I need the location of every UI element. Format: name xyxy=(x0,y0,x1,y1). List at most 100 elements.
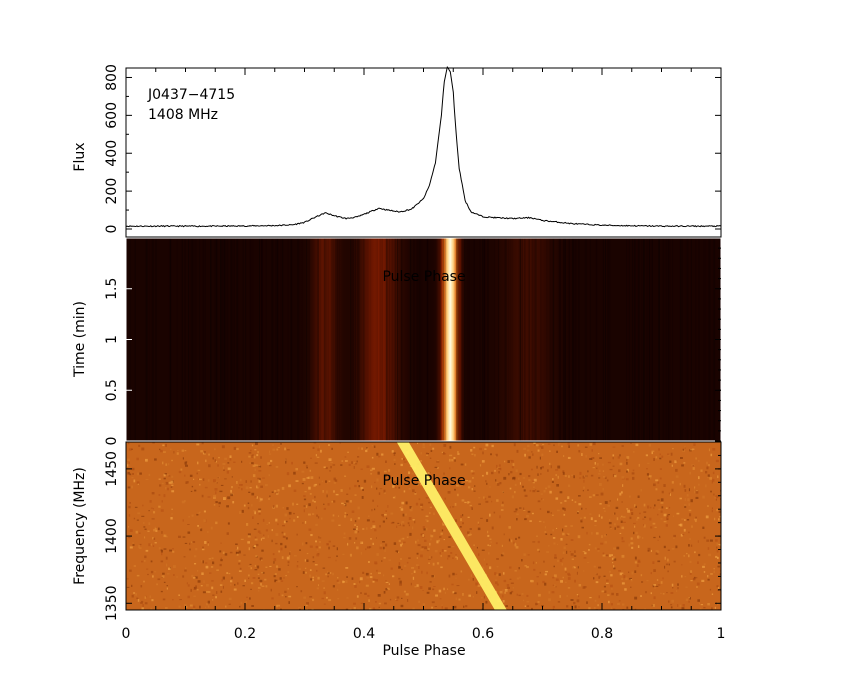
noise-speck xyxy=(671,599,674,603)
noise-speck xyxy=(303,461,306,464)
noise-speck xyxy=(552,529,554,532)
time-phase-streak xyxy=(552,238,554,441)
noise-speck xyxy=(152,442,155,444)
noise-speck xyxy=(683,504,687,507)
noise-speck xyxy=(207,600,210,604)
noise-speck xyxy=(296,503,299,505)
noise-speck xyxy=(526,449,530,452)
noise-speck xyxy=(702,526,705,529)
noise-speck xyxy=(694,518,697,521)
noise-speck xyxy=(515,508,518,511)
noise-speck xyxy=(690,448,694,451)
noise-speck xyxy=(459,526,462,528)
time-phase-streak xyxy=(225,238,227,441)
time-phase-streak xyxy=(222,238,224,441)
noise-speck xyxy=(657,458,661,460)
noise-speck xyxy=(487,544,489,546)
noise-speck xyxy=(390,522,394,524)
noise-speck xyxy=(559,491,563,494)
noise-speck xyxy=(519,482,521,485)
noise-speck xyxy=(689,560,692,563)
noise-speck xyxy=(537,449,540,452)
time-phase-streak xyxy=(698,238,700,441)
noise-speck xyxy=(203,519,207,523)
time-phase-streak xyxy=(305,238,307,441)
noise-speck xyxy=(240,601,243,605)
time-phase-streak xyxy=(380,238,382,441)
time-phase-streak xyxy=(333,238,335,441)
noise-speck xyxy=(563,513,566,516)
time-phase-streak xyxy=(223,238,225,441)
noise-speck xyxy=(653,483,656,487)
noise-speck xyxy=(357,447,360,450)
noise-speck xyxy=(578,595,580,598)
noise-speck xyxy=(621,582,625,585)
time-phase-streak xyxy=(637,238,639,441)
noise-speck xyxy=(256,496,258,499)
noise-speck xyxy=(288,511,292,515)
noise-speck xyxy=(541,498,543,500)
noise-speck xyxy=(326,543,329,546)
noise-speck xyxy=(163,534,167,538)
noise-speck xyxy=(201,442,204,445)
noise-speck xyxy=(582,490,584,492)
noise-speck xyxy=(243,554,246,556)
noise-speck xyxy=(376,553,379,556)
noise-speck xyxy=(570,599,574,601)
noise-speck xyxy=(288,484,291,488)
noise-speck xyxy=(150,507,153,509)
noise-speck xyxy=(280,608,282,610)
noise-speck xyxy=(343,536,346,539)
noise-speck xyxy=(523,507,525,510)
noise-speck xyxy=(190,588,192,592)
noise-speck xyxy=(591,449,593,452)
noise-speck xyxy=(421,509,424,511)
noise-speck xyxy=(601,535,603,538)
noise-speck xyxy=(686,519,690,521)
noise-speck xyxy=(266,523,268,526)
noise-speck xyxy=(418,600,420,603)
noise-speck xyxy=(166,587,168,590)
noise-speck xyxy=(693,490,697,494)
noise-speck xyxy=(398,524,400,526)
noise-speck xyxy=(204,541,207,544)
noise-speck xyxy=(351,461,353,464)
noise-speck xyxy=(190,490,193,492)
noise-speck xyxy=(303,505,306,507)
noise-speck xyxy=(221,579,223,582)
noise-speck xyxy=(224,478,227,480)
noise-speck xyxy=(222,576,225,580)
noise-speck xyxy=(645,591,647,594)
noise-speck xyxy=(486,482,488,485)
noise-speck xyxy=(387,587,390,589)
noise-speck xyxy=(131,485,133,489)
noise-speck xyxy=(248,491,251,493)
noise-speck xyxy=(321,480,323,483)
noise-speck xyxy=(694,486,696,489)
time-phase-streak xyxy=(564,238,566,441)
noise-speck xyxy=(432,447,435,450)
noise-speck xyxy=(708,448,710,452)
noise-speck xyxy=(648,476,652,479)
noise-speck xyxy=(651,451,653,455)
time-phase-streak xyxy=(230,238,232,441)
noise-speck xyxy=(214,448,216,451)
time-phase-streak xyxy=(216,238,218,441)
noise-speck xyxy=(414,493,417,495)
noise-speck xyxy=(286,472,290,476)
noise-speck xyxy=(609,468,613,471)
noise-speck xyxy=(586,531,588,535)
noise-speck xyxy=(200,528,203,532)
noise-speck xyxy=(578,606,580,608)
noise-speck xyxy=(476,591,478,594)
noise-speck xyxy=(502,589,504,591)
noise-speck xyxy=(513,443,516,447)
noise-speck xyxy=(695,457,697,460)
noise-speck xyxy=(548,591,550,594)
noise-speck xyxy=(222,462,226,466)
noise-speck xyxy=(257,451,259,454)
noise-speck xyxy=(187,524,190,525)
noise-speck xyxy=(604,510,606,513)
noise-speck xyxy=(201,494,204,498)
noise-speck xyxy=(276,492,279,495)
